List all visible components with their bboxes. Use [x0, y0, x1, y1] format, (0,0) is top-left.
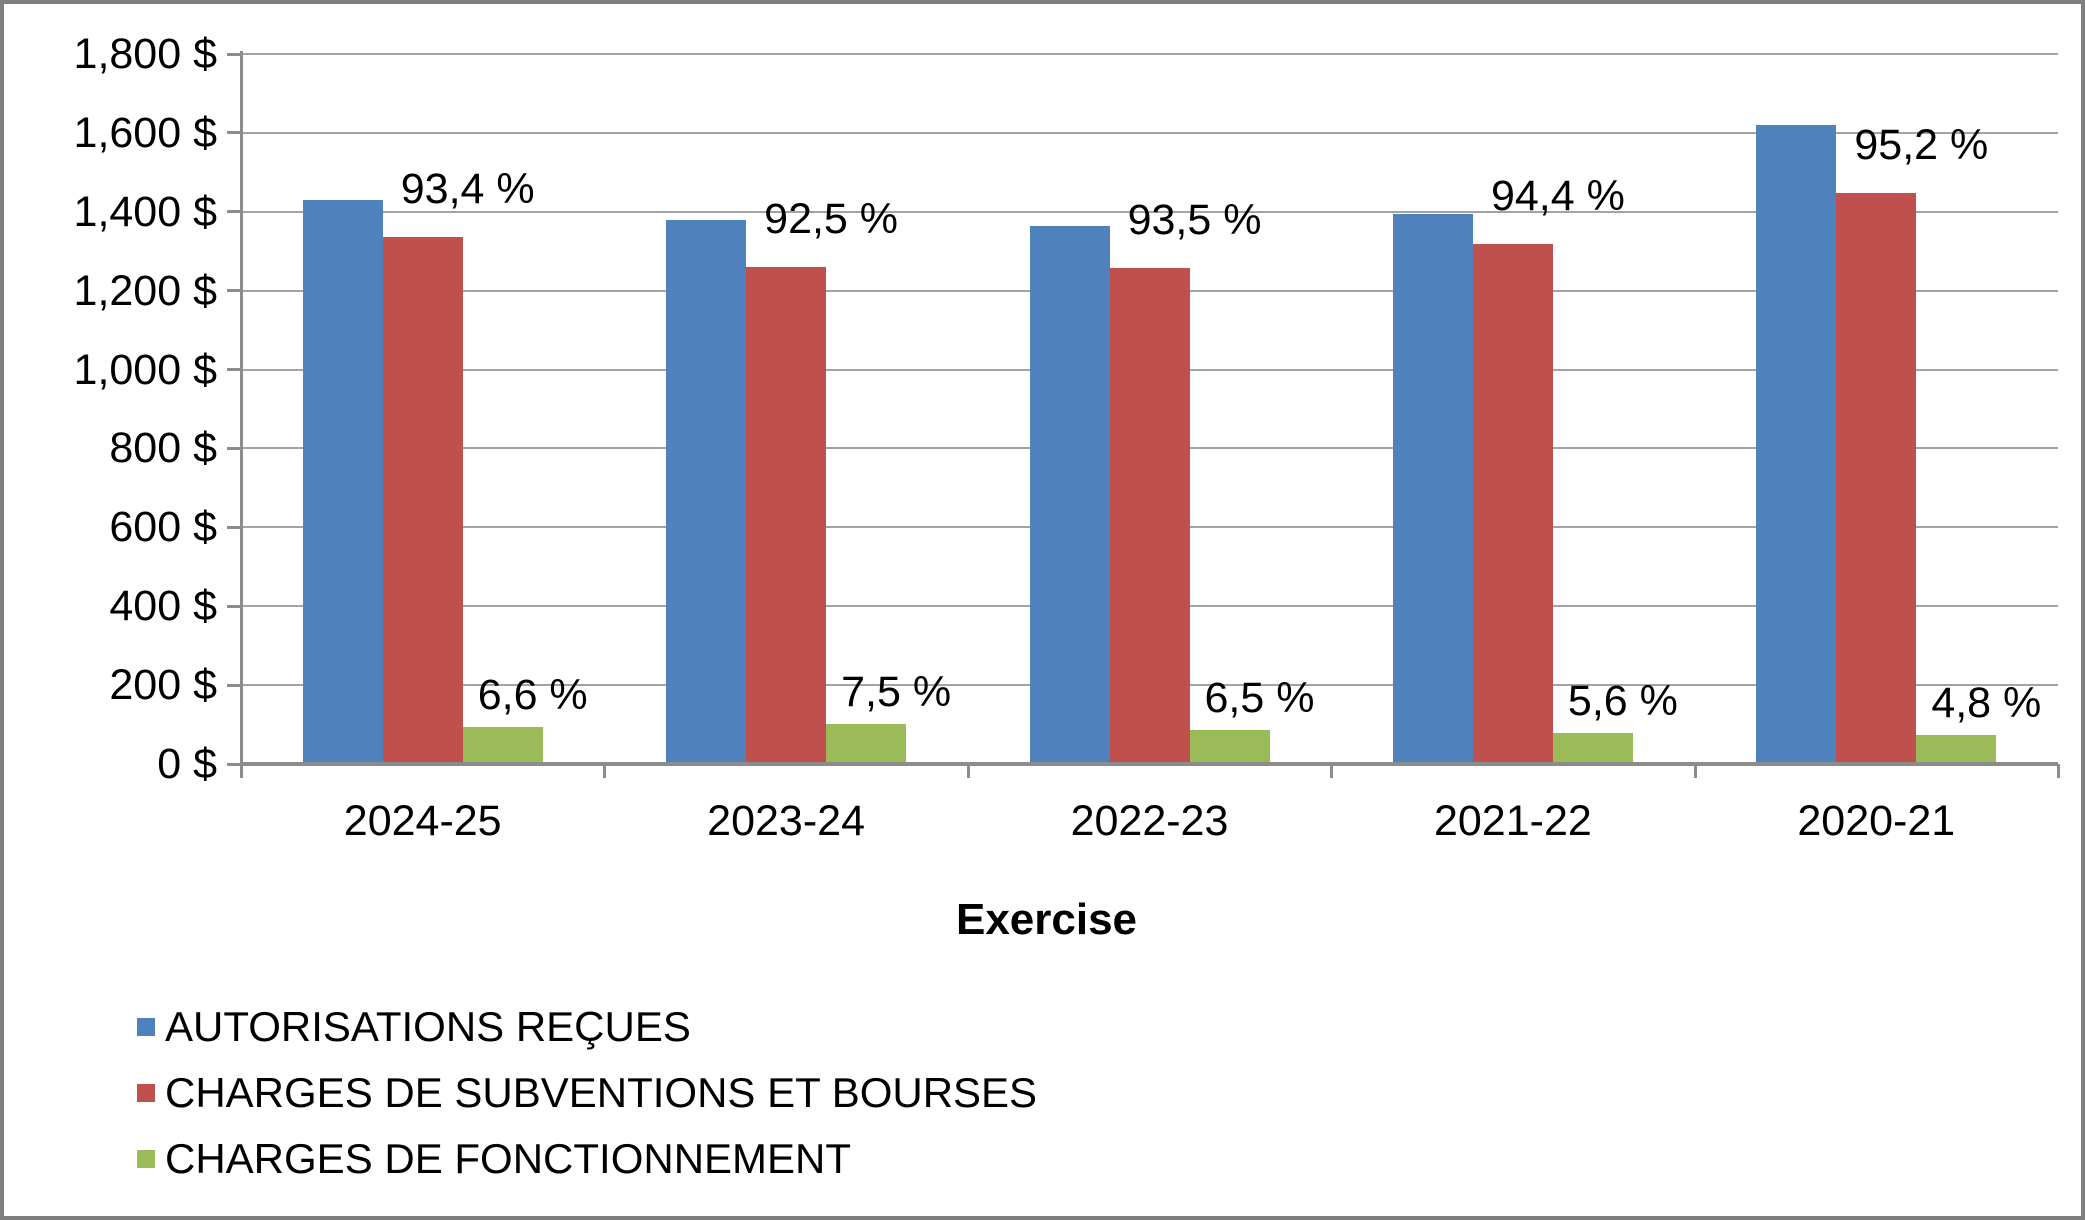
legend-item-charges-fonctionnement: CHARGES DE FONCTIONNEMENT — [137, 1136, 1037, 1182]
bar-charges-fonctionnement-2024-25 — [462, 726, 543, 764]
x-tick-2 — [966, 764, 970, 778]
legend-item-charges-subventions-bourses: CHARGES DE SUBVENTIONS ET BOURSES — [137, 1070, 1037, 1116]
legend-label-autorisations-recues: AUTORISATIONS REÇUES — [165, 1003, 691, 1050]
y-axis-label-1200: 1,200 $ — [73, 266, 217, 315]
bar-charges-subventions-bourses-2024-25 — [382, 237, 463, 764]
y-axis-label-800: 800 $ — [109, 424, 217, 473]
y-axis-label-1400: 1,400 $ — [73, 187, 217, 236]
gridline-1800 — [241, 53, 2058, 55]
x-tick-1 — [603, 764, 607, 778]
y-tick-200 — [227, 683, 241, 687]
x-axis-label-2021-22: 2021-22 — [1433, 797, 1592, 845]
x-tick-5 — [2057, 764, 2060, 778]
y-axis-label-1600: 1,600 $ — [73, 108, 217, 157]
y-axis-label-1800: 1,800 $ — [73, 30, 217, 78]
x-axis-label-2023-24: 2023-24 — [707, 797, 865, 845]
bar-charges-fonctionnement-2023-24 — [826, 723, 907, 764]
data-label-charges-fonctionnement-2020-21: 4,8 % — [1931, 679, 2042, 728]
y-tick-400 — [227, 604, 241, 608]
plot-area: 0 $ 200 $ 400 $ 600 $ 800 $ 1,000 $ 1,200 $ 1,4… — [4, 4, 2081, 1216]
legend-swatch-charges-subventions-bourses — [137, 1084, 155, 1102]
bar-charges-subventions-bourses-2021-22 — [1472, 244, 1553, 764]
data-label-charges-fonctionnement-2022-23: 6,5 % — [1204, 673, 1315, 722]
bar-autorisations-recues-2021-22 — [1392, 213, 1473, 764]
data-label-charges-subventions-bourses-2023-24: 92,5 % — [764, 195, 899, 243]
y-axis-label-400: 400 $ — [109, 582, 217, 631]
y-tick-800 — [227, 446, 241, 450]
bar-autorisations-recues-2024-25 — [302, 199, 383, 764]
x-tick-3 — [1330, 764, 1334, 778]
data-label-charges-subventions-bourses-2020-21: 95,2 % — [1854, 120, 1989, 169]
bar-autorisations-recues-2022-23 — [1029, 225, 1110, 764]
data-label-charges-fonctionnement-2023-24: 7,5 % — [841, 667, 952, 716]
y-tick-1800 — [227, 52, 241, 56]
y-axis-label-1000: 1,000 $ — [73, 345, 217, 394]
legend-swatch-autorisations-recues — [137, 1018, 155, 1036]
y-axis-label-600: 600 $ — [109, 503, 217, 552]
data-label-charges-fonctionnement-2024-25: 6,6 % — [477, 670, 588, 719]
y-axis-label-0: 0 $ — [157, 740, 217, 788]
legend-item-autorisations-recues: AUTORISATIONS REÇUES — [137, 1004, 1037, 1050]
y-tick-0 — [227, 762, 241, 766]
bar-charges-subventions-bourses-2020-21 — [1836, 192, 1917, 764]
x-axis-line — [241, 762, 2058, 766]
bar-charges-fonctionnement-2020-21 — [1916, 735, 1997, 764]
bar-autorisations-recues-2023-24 — [666, 219, 747, 764]
y-axis-line — [240, 51, 243, 778]
y-tick-600 — [227, 525, 241, 529]
x-axis-label-2024-25: 2024-25 — [343, 797, 502, 845]
data-label-charges-subventions-bourses-2024-25: 93,4 % — [400, 165, 535, 214]
y-tick-1400 — [227, 210, 241, 214]
gridline-1400 — [241, 210, 2058, 213]
bar-charges-fonctionnement-2021-22 — [1552, 733, 1633, 764]
legend: AUTORISATIONS REÇUES CHARGES DE SUBVENTIO… — [137, 1004, 1037, 1202]
legend-label-charges-fonctionnement: CHARGES DE FONCTIONNEMENT — [165, 1135, 852, 1182]
bar-charges-subventions-bourses-2023-24 — [746, 267, 827, 764]
x-axis-label-2020-21: 2020-21 — [1797, 797, 1956, 845]
x-axis-label-2022-23: 2022-23 — [1070, 797, 1229, 845]
data-label-charges-subventions-bourses-2022-23: 93,5 % — [1127, 195, 1262, 244]
bar-charges-subventions-bourses-2022-23 — [1109, 267, 1190, 764]
x-axis-title: Exercise — [955, 895, 1138, 944]
legend-label-charges-subventions-bourses: CHARGES DE SUBVENTIONS ET BOURSES — [165, 1069, 1038, 1116]
y-tick-1000 — [227, 368, 241, 372]
bar-autorisations-recues-2020-21 — [1756, 125, 1837, 764]
gridline-1600 — [241, 131, 2058, 134]
y-axis-label-200: 200 $ — [109, 661, 217, 710]
y-tick-1600 — [227, 131, 241, 135]
legend-swatch-charges-fonctionnement — [137, 1150, 155, 1168]
data-label-charges-subventions-bourses-2021-22: 94,4 % — [1490, 172, 1625, 221]
x-tick-4 — [1693, 764, 1697, 778]
data-label-charges-fonctionnement-2021-22: 5,6 % — [1567, 677, 1678, 726]
y-tick-1200 — [227, 289, 241, 293]
bar-charges-fonctionnement-2022-23 — [1189, 729, 1270, 764]
